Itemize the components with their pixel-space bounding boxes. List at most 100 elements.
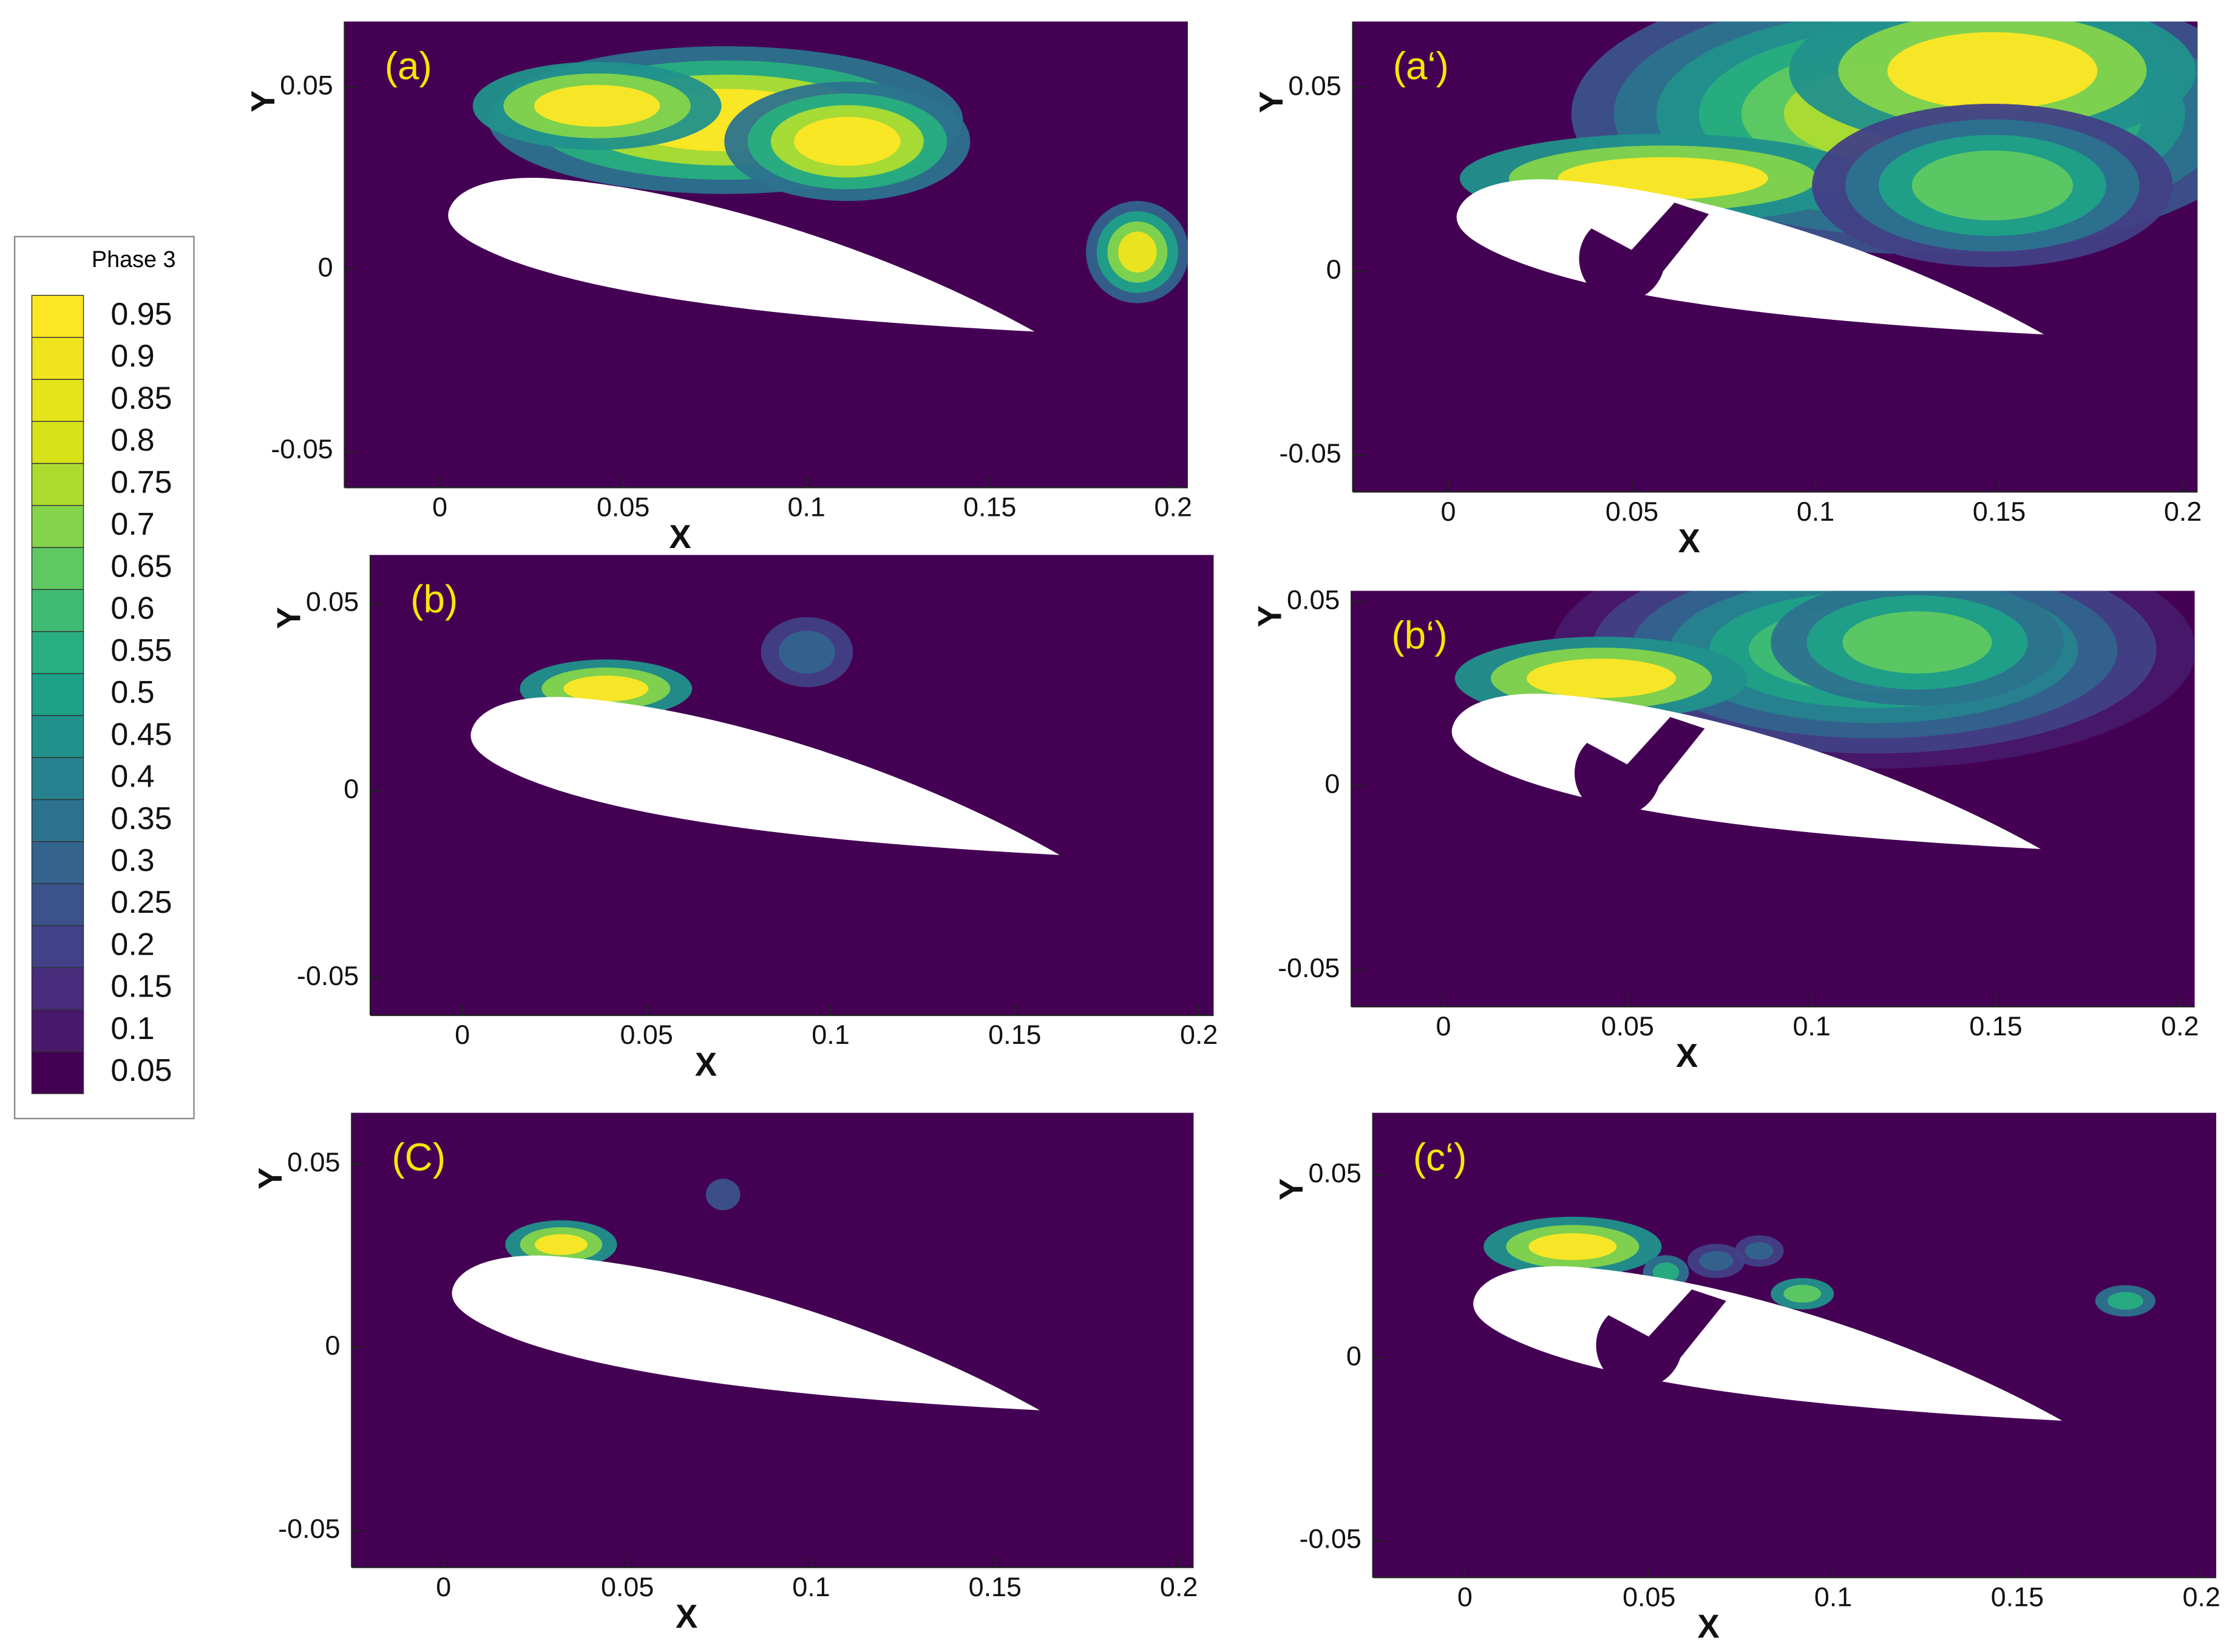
colorbar-swatch (31, 631, 84, 674)
y-tick-label: -0.05 (297, 960, 359, 991)
colorbar-swatch (31, 462, 84, 506)
x-tick-label: 0.15 (969, 1571, 1022, 1602)
x-axis-label: X (676, 1598, 697, 1635)
field-local (452, 1179, 1040, 1410)
x-tick-label: 0.2 (1160, 1571, 1198, 1602)
colorbar-label: 0.65 (110, 549, 172, 584)
x-tick-label: 0.05 (1623, 1581, 1675, 1612)
x-axis-label: X (1698, 1608, 1720, 1645)
phase-contour (563, 675, 649, 702)
phase-contour (779, 631, 835, 674)
colorbar-title: Phase 3 (92, 247, 176, 273)
colorbar-swatch (31, 673, 84, 716)
y-tick-label: -0.05 (1278, 952, 1340, 983)
colorbar-swatch (31, 715, 84, 758)
airfoil (470, 697, 1060, 855)
colorbar-label: 0.2 (110, 927, 154, 962)
airfoil (1473, 1266, 2063, 1421)
x-axis-label: X (1676, 1037, 1698, 1074)
colorbar-swatch (31, 799, 84, 842)
y-tick-label: 0 (325, 1330, 341, 1361)
phase-contour (1911, 150, 2074, 221)
y-tick-label: 0.05 (280, 69, 333, 100)
phase-contour (1652, 1262, 1680, 1282)
airfoil (448, 178, 1035, 332)
colorbar-label: 0.75 (110, 465, 172, 500)
colorbar-label: 0.1 (110, 1011, 154, 1046)
y-tick-label: 0.05 (1288, 70, 1341, 101)
colorbar-swatch (31, 379, 84, 422)
y-tick-label: 0.05 (1287, 584, 1340, 615)
y-axis-label: Y (1252, 605, 1289, 627)
field-local (1451, 591, 2195, 849)
y-tick-label: -0.05 (271, 433, 333, 464)
cavity (1575, 717, 1705, 816)
y-axis-label: Y (245, 90, 282, 112)
colorbar-label: 0.85 (110, 381, 172, 416)
phase-contour (534, 84, 660, 127)
x-tick-label: 0.1 (1792, 1010, 1830, 1041)
y-tick-label: 0 (1326, 254, 1341, 285)
y-axis-label: Y (252, 1168, 289, 1190)
x-tick-label: 0 (1457, 1581, 1473, 1612)
y-tick-label: 0 (1346, 1340, 1361, 1371)
phase-contour (1527, 658, 1677, 698)
field-local (1473, 1216, 2156, 1421)
x-tick-label: 0.2 (1155, 492, 1192, 523)
x-tick-label: 0.2 (2161, 1010, 2199, 1041)
colorbar-label: 0.05 (110, 1053, 172, 1088)
x-tick-label: 0.2 (1180, 1019, 1218, 1050)
field-local (1456, 21, 2198, 335)
x-tick-label: 0.05 (1601, 1010, 1654, 1041)
x-tick-label: 0.1 (1797, 496, 1834, 527)
field-local (470, 617, 1060, 855)
field (452, 1179, 1040, 1410)
colorbar-swatch (31, 841, 84, 884)
x-tick-label: 0.05 (597, 492, 649, 523)
x-tick-label: 0.15 (1973, 496, 2026, 527)
field-local (448, 46, 1188, 332)
phase-contour (1842, 611, 1992, 674)
panel-label: (a‘) (1393, 44, 1449, 87)
colorbar-label: 0.55 (110, 633, 172, 668)
x-tick-label: 0.1 (812, 1019, 849, 1050)
colorbar-swatch (31, 337, 84, 380)
phase-contour (1745, 1242, 1774, 1260)
x-tick-label: 0.2 (2183, 1581, 2220, 1612)
field (470, 617, 1060, 855)
x-axis-label: X (669, 518, 691, 555)
x-tick-label: 0 (432, 492, 447, 523)
x-tick-label: 0.1 (1814, 1581, 1852, 1612)
x-tick-label: 0 (455, 1019, 470, 1050)
y-axis-label: Y (270, 607, 307, 629)
panel-label: (C) (392, 1135, 446, 1179)
airfoil (1456, 179, 2044, 335)
x-tick-label: 0.1 (792, 1571, 830, 1602)
colorbar-label: 0.4 (110, 759, 154, 794)
phase-contour (794, 117, 901, 166)
y-tick-label: -0.05 (278, 1513, 340, 1544)
colorbar-label: 0.45 (110, 717, 172, 752)
field (1473, 1216, 2156, 1421)
x-tick-label: 0.05 (620, 1019, 673, 1050)
x-tick-label: 0 (1440, 496, 1456, 527)
panel-label: (b) (410, 577, 458, 621)
colorbar-label: 0.7 (110, 507, 154, 542)
colorbar-swatch (31, 294, 84, 338)
airfoil (452, 1255, 1040, 1410)
phase-contour (1118, 231, 1157, 273)
y-tick-label: 0 (344, 773, 359, 804)
x-tick-label: 0.15 (1991, 1581, 2044, 1612)
colorbar-swatch (31, 421, 84, 464)
field (1451, 591, 2195, 849)
colorbar-label: 0.5 (110, 675, 154, 710)
colorbar-swatch (31, 547, 84, 590)
x-tick-label: 0.05 (601, 1571, 654, 1602)
colorbar-swatch (31, 757, 84, 801)
x-tick-label: 0 (436, 1571, 451, 1602)
colorbar-label: 0.95 (110, 297, 172, 332)
y-tick-label: 0 (1324, 768, 1340, 799)
phase-contour (705, 1179, 741, 1211)
